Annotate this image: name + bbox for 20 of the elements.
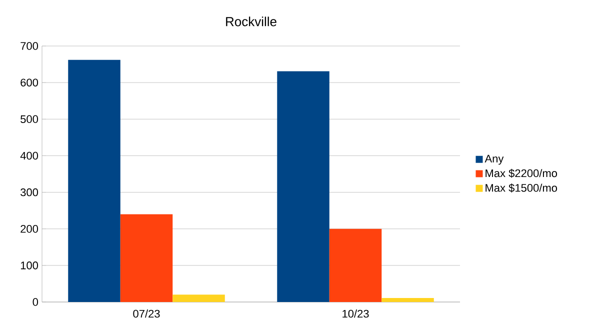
- y-tick-label: 0: [32, 298, 38, 306]
- y-tick-label: 100: [20, 262, 38, 270]
- bar: [277, 71, 330, 302]
- y-tick-label: 200: [20, 224, 38, 233]
- x-tick-label: 10/23: [342, 310, 369, 318]
- chart-title: Rockville: [226, 16, 276, 26]
- bar: [329, 228, 382, 302]
- bar: [68, 60, 120, 302]
- legend-label: Any: [484, 154, 504, 165]
- y-tick-label: 300: [20, 188, 38, 196]
- legend-label: Max $2200/mo: [486, 168, 558, 178]
- y-tick-label: 400: [20, 152, 38, 160]
- bar: [382, 298, 434, 302]
- y-tick-label: 700: [20, 42, 38, 50]
- bar: [172, 294, 225, 302]
- bar: [120, 214, 173, 302]
- y-tick-label: 500: [20, 115, 38, 124]
- legend-label: Max $1500/mo: [486, 184, 558, 192]
- x-tick-label: 07/23: [133, 310, 160, 318]
- y-tick-label: 600: [20, 78, 38, 86]
